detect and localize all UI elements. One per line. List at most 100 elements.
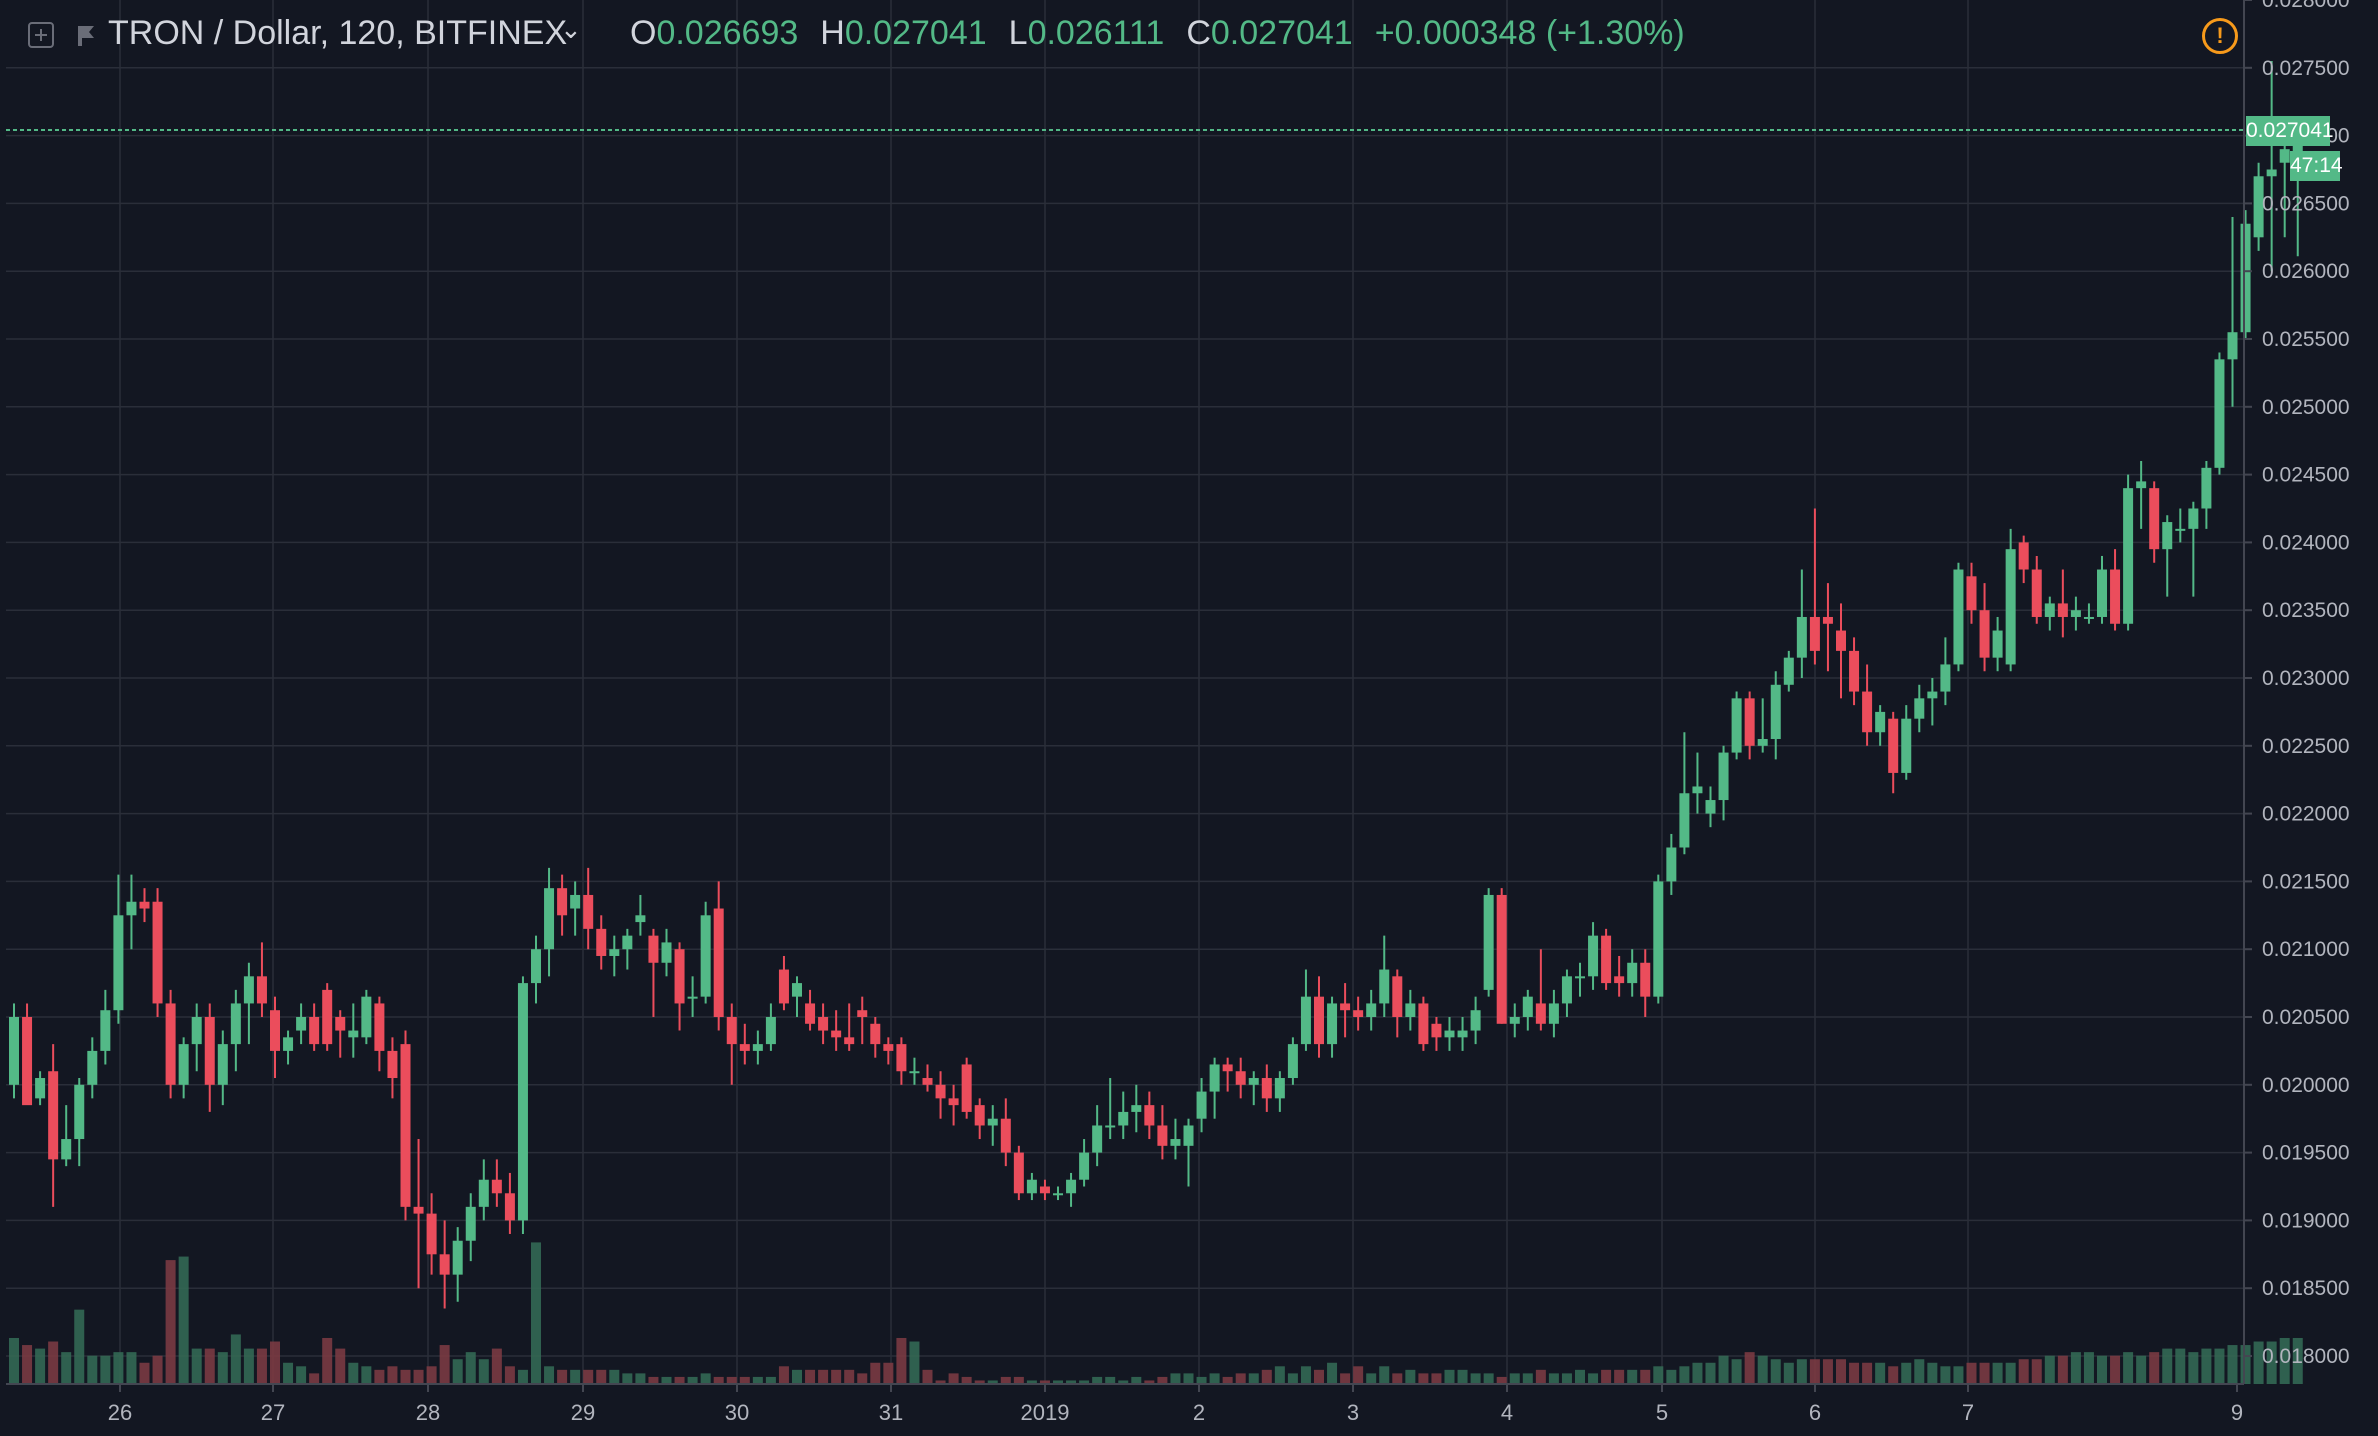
volume-bar <box>1105 1376 1116 1384</box>
candle-body <box>583 894 594 929</box>
time-tick-label: 29 <box>571 1400 595 1425</box>
price-tick-label: 0.021000 <box>2262 938 2350 961</box>
candle-body <box>217 1044 228 1085</box>
add-symbol-icon[interactable] <box>28 22 54 48</box>
volume-bar <box>935 1380 946 1384</box>
time-tick-label: 26 <box>108 1400 132 1425</box>
volume-bar <box>204 1348 215 1384</box>
volume-bar <box>557 1369 568 1384</box>
warning-icon[interactable]: ! <box>2202 18 2238 54</box>
candle-body <box>1927 691 1938 699</box>
volume-bar <box>1222 1376 1233 1384</box>
price-tick-label: 0.026000 <box>2262 260 2350 283</box>
volume-bar <box>2149 1352 2160 1384</box>
candle-body <box>2044 603 2055 617</box>
candle-body <box>1862 691 1873 733</box>
volume-bar <box>296 1366 307 1384</box>
time-axis[interactable]: 26 27 28 29 30 31 2019 2 3 4 5 6 7 9 <box>108 1384 2243 1425</box>
candle-body <box>491 1179 502 1194</box>
volume-bar <box>1170 1373 1181 1384</box>
candle-body <box>1274 1078 1285 1099</box>
volume-bar <box>1000 1376 1011 1384</box>
volume-bar <box>1575 1369 1585 1384</box>
volume-bar <box>896 1337 907 1384</box>
candle-body <box>2214 359 2225 468</box>
volume-bar <box>517 1369 528 1384</box>
volume-bar <box>1157 1376 1168 1384</box>
volume-bar <box>1770 1359 1781 1384</box>
volume-bar <box>256 1348 267 1384</box>
volume-bar <box>1274 1366 1285 1384</box>
volume-bar <box>2070 1352 2081 1384</box>
candle-body <box>1888 718 1899 773</box>
volume-bar <box>818 1369 829 1384</box>
open-label: O <box>630 14 657 52</box>
volume-bar <box>1131 1376 1142 1384</box>
candle-body <box>1131 1105 1142 1112</box>
volume-bar <box>439 1345 450 1384</box>
time-tick-label: 9 <box>2231 1400 2243 1425</box>
candle-body <box>1340 1003 1351 1011</box>
volume-bar <box>2214 1348 2225 1384</box>
volume-bar <box>374 1369 385 1384</box>
candle-body <box>1470 1010 1481 1031</box>
volume-bar <box>1640 1369 1651 1384</box>
candle-body <box>987 1118 998 1126</box>
candle-body <box>857 1010 868 1017</box>
candle-body <box>74 1084 85 1140</box>
candle-body <box>2057 603 2068 617</box>
candle-body <box>1588 935 1599 977</box>
candle-body <box>2149 488 2160 550</box>
volume-bar <box>948 1373 959 1384</box>
candle-body <box>1287 1044 1298 1079</box>
candle-body <box>2005 549 2016 665</box>
candle-body <box>1118 1111 1129 1126</box>
candle-body <box>1666 847 1677 882</box>
chevron-down-icon[interactable]: ⌄ <box>560 14 582 44</box>
volume-bar <box>765 1376 776 1384</box>
symbol-title[interactable]: TRON / Dollar, 120, BITFINEX <box>108 14 568 52</box>
candle-body <box>1718 752 1729 801</box>
candle-body <box>1849 650 1860 692</box>
candle-body <box>1379 969 1390 1004</box>
time-tick-label: 31 <box>879 1400 903 1425</box>
volume-bar <box>987 1380 998 1384</box>
candle-body <box>2227 332 2238 360</box>
volume-bar <box>2279 1337 2290 1384</box>
volume-bar <box>1353 1366 1364 1384</box>
volume-bar <box>1862 1362 1873 1384</box>
candle-body <box>374 1003 385 1051</box>
volume-bar <box>1614 1369 1625 1384</box>
candle-body <box>1770 684 1781 740</box>
candle-body <box>1496 894 1507 1024</box>
volume-bar <box>687 1376 698 1384</box>
candle-body <box>426 1213 437 1255</box>
time-tick-label: 3 <box>1347 1400 1359 1425</box>
volume-bar <box>9 1337 19 1384</box>
volume-bar <box>152 1355 163 1384</box>
volume-bar <box>1522 1373 1533 1384</box>
volume-bar <box>283 1362 294 1384</box>
time-tick-label: 28 <box>416 1400 440 1425</box>
candle-body <box>126 901 137 916</box>
candle-body <box>1548 1003 1559 1024</box>
volume-bar <box>531 1242 541 1384</box>
time-tick-label: 5 <box>1656 1400 1668 1425</box>
candle-body <box>230 1003 241 1045</box>
flag-icon[interactable] <box>74 24 98 48</box>
candle-body <box>831 1030 842 1038</box>
price-axis[interactable]: 0.0280000.0275000.0270000.0265000.026000… <box>2244 0 2350 1368</box>
volume-bar <box>113 1352 124 1384</box>
candle-body <box>1535 1003 1546 1024</box>
candle-body <box>1679 793 1690 848</box>
chart-grid <box>6 0 2244 1384</box>
candle-body <box>609 949 620 956</box>
candle-body <box>1353 1010 1364 1017</box>
candle-body <box>322 989 333 1045</box>
volume-bar <box>74 1309 85 1384</box>
candle-body <box>1757 739 1768 746</box>
volume-bar <box>48 1341 59 1384</box>
candle-body <box>478 1179 489 1207</box>
candle-body <box>2083 616 2094 619</box>
